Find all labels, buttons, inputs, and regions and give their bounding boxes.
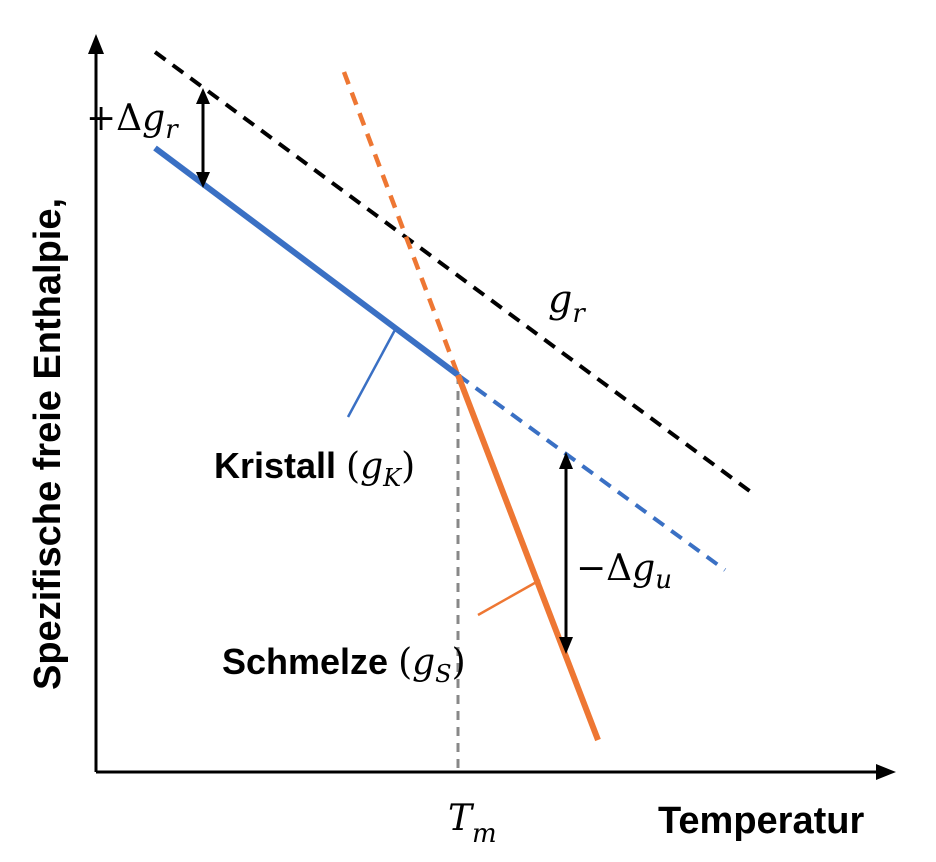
schmelze-word: Schmelze xyxy=(222,641,388,682)
schmelze-label: Schmelze (gS) xyxy=(222,641,466,688)
kristall-word: Kristall xyxy=(214,445,336,486)
kristall-paren-open: ( xyxy=(346,446,360,487)
schmelze-paren-close: ) xyxy=(452,642,466,683)
kristall-sub: K xyxy=(382,464,403,492)
schmelze-sub: S xyxy=(435,660,451,688)
delta-gr-arrowhead-top xyxy=(196,88,210,104)
delta-gr-arrowhead-bottom xyxy=(196,172,210,188)
gr-sym: g xyxy=(548,277,572,321)
delta-gu-arrowhead-bottom xyxy=(559,637,573,654)
delta-gu-label: −Δgu xyxy=(576,548,672,595)
gr-sub: r xyxy=(572,299,586,329)
delta-gr-sym: g xyxy=(142,98,165,139)
delta-gr-label: +Δgr xyxy=(86,98,179,145)
delta-gr-sub: r xyxy=(165,115,179,145)
tm-label-sub: m xyxy=(472,819,497,849)
kristall-line xyxy=(153,145,460,378)
tm-label: Tm xyxy=(448,798,497,849)
delta-gu-sign: −Δ xyxy=(576,548,632,589)
y-axis-label: Spezifische freie Enthalpie, xyxy=(27,198,69,690)
delta-gu-sym: g xyxy=(632,548,655,589)
schmelze-dashed-line xyxy=(341,71,461,376)
delta-gu-sub: u xyxy=(655,565,672,595)
kristall-dashed-line xyxy=(456,373,727,572)
tm-label-main: T xyxy=(448,798,475,839)
gr-label: gr xyxy=(548,277,586,329)
x-axis-arrowhead xyxy=(876,764,896,780)
y-axis-arrowhead xyxy=(88,34,104,54)
kristall-leader xyxy=(346,327,398,418)
schmelze-leader xyxy=(477,578,541,617)
schmelze-line xyxy=(455,373,601,742)
x-axis-label: Temperatur xyxy=(658,800,864,842)
kristall-label: Kristall (gK) xyxy=(214,445,415,492)
kristall-sym: g xyxy=(360,446,383,487)
delta-gr-sign: +Δ xyxy=(86,98,142,139)
schmelze-sym: g xyxy=(412,642,435,683)
delta-gu-arrowhead-top xyxy=(559,452,573,469)
schmelze-paren-open: ( xyxy=(398,642,412,683)
kristall-paren-close: ) xyxy=(401,446,415,487)
gr-line xyxy=(153,50,757,497)
